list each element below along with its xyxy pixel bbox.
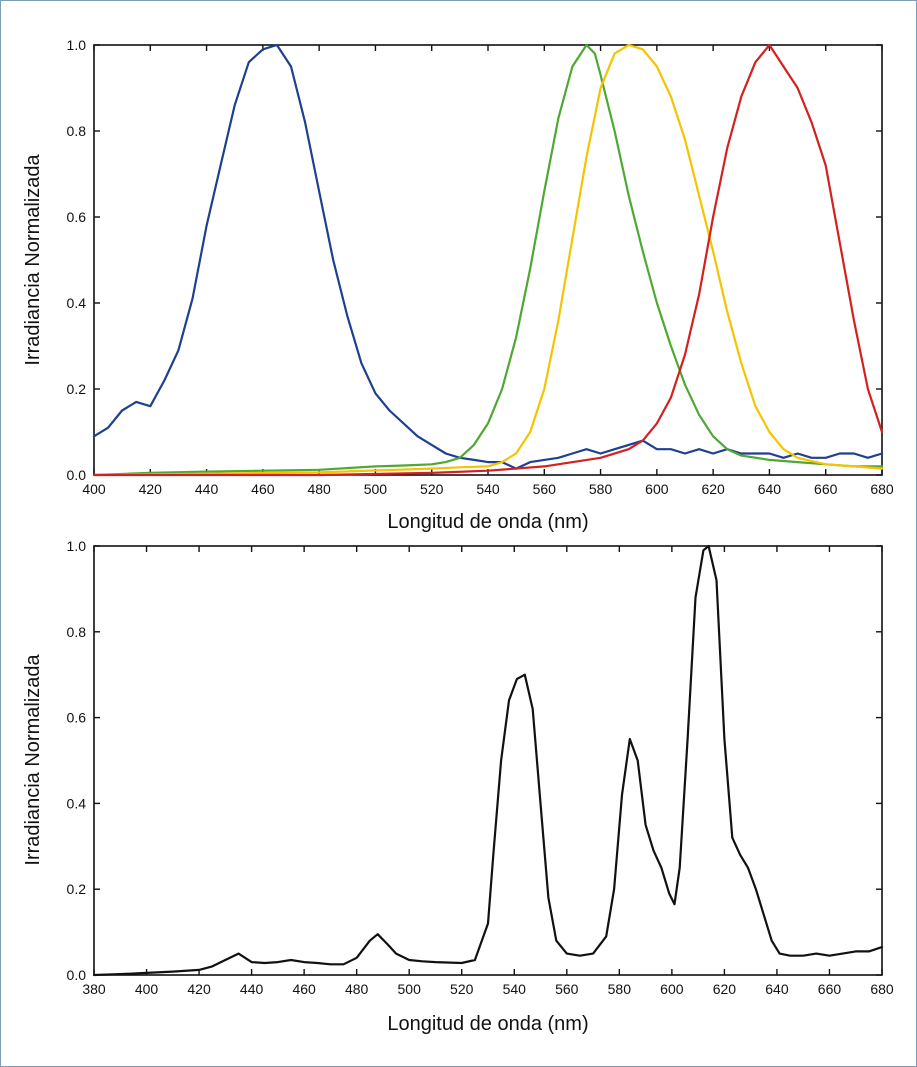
series-lines (92, 43, 884, 477)
x-tick-label: 620 (713, 981, 737, 997)
x-tick-label: 420 (139, 481, 163, 497)
tick-marks (93, 545, 883, 976)
series-line-1 (92, 544, 884, 977)
x-tick-label: 540 (476, 481, 500, 497)
x-tick-label: 580 (608, 981, 632, 997)
x-tick-label: 440 (195, 481, 219, 497)
y-tick-label: 0.0 (67, 967, 87, 983)
x-tick-label: 440 (240, 981, 264, 997)
x-tick-label: 620 (701, 481, 725, 497)
x-tick-label: 520 (420, 481, 444, 497)
y-axis-title: Irradiancia Normalizada (22, 154, 44, 366)
series-lines (92, 544, 884, 977)
y-axis-title: Irradiancia Normalizada (22, 654, 44, 866)
chart-top-irradiance-rgb: 400 420 440 460 480 500 520 540 560 580 600 620 640 6… (22, 37, 894, 533)
x-axis-title: Longitud de onda (nm) (387, 1013, 588, 1035)
x-tick-label: 380 (82, 981, 106, 997)
x-tick-label: 640 (758, 481, 782, 497)
tick-labels: 380 400 420 440 460 480 500 520 540 560 580 600 620 6… (67, 538, 894, 997)
x-tick-label: 660 (818, 981, 842, 997)
y-tick-label: 0.0 (67, 467, 87, 483)
x-tick-label: 500 (398, 981, 422, 997)
x-tick-label: 400 (82, 481, 106, 497)
x-tick-label: 400 (135, 981, 159, 997)
x-tick-label: 660 (814, 481, 838, 497)
x-tick-label: 480 (345, 981, 369, 997)
y-tick-label: 0.6 (67, 209, 87, 225)
x-tick-label: 560 (555, 981, 579, 997)
x-tick-label: 680 (870, 481, 894, 497)
x-tick-label: 460 (251, 481, 275, 497)
x-tick-label: 580 (589, 481, 613, 497)
series-line-1 (92, 43, 884, 470)
y-tick-label: 0.4 (67, 295, 87, 311)
chart-bottom-irradiance-spectrum: 380 400 420 440 460 480 500 520 540 560 580 600 620 6… (22, 538, 894, 1035)
tick-marks (93, 44, 883, 476)
x-tick-label: 500 (364, 481, 388, 497)
x-tick-label: 540 (503, 981, 527, 997)
y-tick-label: 0.8 (67, 123, 87, 139)
tick-labels: 400 420 440 460 480 500 520 540 560 580 600 620 640 6… (67, 37, 894, 497)
x-tick-label: 520 (450, 981, 474, 997)
y-tick-label: 1.0 (67, 37, 87, 53)
plot-area-border (93, 545, 883, 976)
y-tick-label: 1.0 (67, 538, 87, 554)
y-tick-label: 0.2 (67, 881, 87, 897)
y-tick-label: 0.4 (67, 795, 87, 811)
x-tick-label: 600 (660, 981, 684, 997)
y-tick-label: 0.2 (67, 381, 87, 397)
x-tick-label: 480 (307, 481, 331, 497)
x-axis-title: Longitud de onda (nm) (387, 511, 588, 533)
y-tick-label: 0.8 (67, 624, 87, 640)
x-tick-label: 420 (187, 981, 211, 997)
x-tick-label: 560 (533, 481, 557, 497)
plot-area-border (93, 44, 883, 476)
series-line-2 (92, 43, 884, 477)
x-tick-label: 680 (870, 981, 894, 997)
y-tick-label: 0.6 (67, 710, 87, 726)
series-line-4 (92, 43, 884, 477)
series-line-3 (92, 43, 884, 477)
x-tick-label: 460 (292, 981, 316, 997)
x-tick-label: 600 (645, 481, 669, 497)
x-tick-label: 640 (765, 981, 789, 997)
